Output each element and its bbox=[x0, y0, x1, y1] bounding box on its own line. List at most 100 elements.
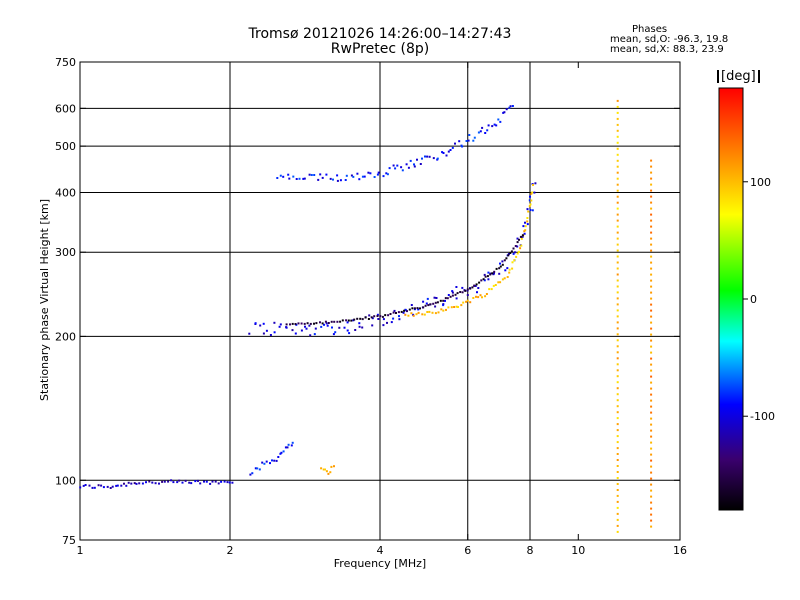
data-point bbox=[616, 506, 619, 509]
data-point bbox=[650, 447, 653, 450]
data-point bbox=[499, 120, 502, 123]
data-point bbox=[353, 318, 356, 321]
data-point bbox=[467, 139, 470, 142]
x-tick-label: 4 bbox=[377, 544, 384, 557]
data-point bbox=[167, 480, 170, 483]
data-point bbox=[303, 177, 306, 180]
data-point bbox=[480, 279, 483, 282]
data-point bbox=[333, 320, 336, 323]
data-point bbox=[336, 320, 339, 323]
data-point bbox=[508, 268, 511, 271]
data-point bbox=[616, 465, 619, 467]
data-point bbox=[294, 323, 297, 325]
data-point bbox=[506, 276, 509, 278]
data-point bbox=[471, 286, 474, 289]
data-point bbox=[133, 482, 136, 485]
data-point bbox=[371, 317, 374, 320]
data-point bbox=[650, 429, 653, 432]
data-point bbox=[332, 178, 334, 181]
data-point bbox=[102, 486, 105, 489]
data-point bbox=[650, 261, 653, 264]
data-point bbox=[368, 314, 371, 317]
data-point bbox=[468, 134, 471, 136]
data-point bbox=[616, 369, 619, 372]
data-point bbox=[382, 324, 385, 327]
data-point bbox=[400, 310, 403, 313]
data-point bbox=[458, 140, 461, 143]
data-point bbox=[650, 267, 653, 270]
data-point bbox=[262, 322, 265, 325]
data-point bbox=[436, 301, 439, 304]
data-point bbox=[395, 312, 397, 314]
data-point bbox=[462, 301, 465, 304]
data-point bbox=[616, 315, 619, 318]
data-point bbox=[376, 315, 379, 317]
data-point bbox=[248, 332, 251, 335]
data-point bbox=[361, 175, 364, 178]
data-point bbox=[616, 309, 619, 312]
data-point bbox=[184, 479, 187, 482]
data-point bbox=[477, 131, 480, 134]
data-point bbox=[616, 243, 619, 246]
data-point bbox=[356, 317, 359, 320]
data-point bbox=[461, 286, 464, 289]
data-point bbox=[508, 106, 511, 109]
data-point bbox=[339, 320, 342, 323]
data-point bbox=[616, 399, 619, 402]
data-point bbox=[616, 171, 619, 174]
data-point bbox=[422, 300, 425, 303]
data-point bbox=[650, 375, 653, 378]
data-point bbox=[483, 273, 486, 276]
data-point bbox=[416, 307, 419, 310]
data-point bbox=[442, 299, 445, 302]
data-point bbox=[512, 247, 515, 250]
data-point bbox=[158, 482, 160, 485]
data-point bbox=[356, 172, 359, 175]
data-point bbox=[459, 291, 462, 293]
data-point bbox=[616, 135, 619, 138]
data-point bbox=[392, 164, 395, 167]
data-point bbox=[309, 334, 312, 337]
data-point bbox=[616, 411, 619, 414]
data-point bbox=[325, 322, 328, 325]
data-point bbox=[358, 325, 361, 328]
data-point bbox=[411, 307, 414, 310]
data-point bbox=[116, 484, 119, 487]
data-point bbox=[386, 321, 388, 324]
data-point bbox=[616, 147, 619, 150]
data-point bbox=[350, 174, 353, 177]
data-point bbox=[392, 311, 395, 314]
data-point bbox=[473, 136, 476, 139]
data-point bbox=[176, 481, 179, 484]
data-point bbox=[214, 480, 217, 483]
data-point bbox=[650, 333, 653, 336]
data-point bbox=[650, 519, 653, 522]
data-point bbox=[398, 318, 401, 321]
data-point bbox=[343, 326, 346, 329]
data-point bbox=[457, 306, 459, 308]
data-point bbox=[441, 151, 444, 154]
data-point bbox=[331, 326, 333, 329]
data-point bbox=[141, 482, 144, 485]
data-point bbox=[111, 485, 114, 488]
data-point bbox=[515, 255, 518, 258]
data-point bbox=[285, 323, 288, 326]
data-point bbox=[442, 303, 445, 306]
data-point bbox=[616, 219, 619, 222]
data-point bbox=[616, 351, 619, 354]
data-point bbox=[226, 481, 229, 484]
data-point bbox=[502, 111, 505, 114]
colorbar bbox=[718, 87, 744, 511]
data-point bbox=[346, 329, 349, 332]
data-point bbox=[461, 145, 464, 148]
data-point bbox=[616, 345, 619, 348]
data-point bbox=[650, 255, 653, 258]
data-point bbox=[499, 281, 502, 284]
data-point bbox=[616, 255, 619, 258]
data-point bbox=[138, 482, 141, 485]
data-point bbox=[163, 480, 166, 483]
data-point bbox=[265, 460, 268, 463]
data-point bbox=[148, 480, 151, 483]
data-point bbox=[336, 174, 339, 177]
data-point bbox=[426, 297, 429, 300]
